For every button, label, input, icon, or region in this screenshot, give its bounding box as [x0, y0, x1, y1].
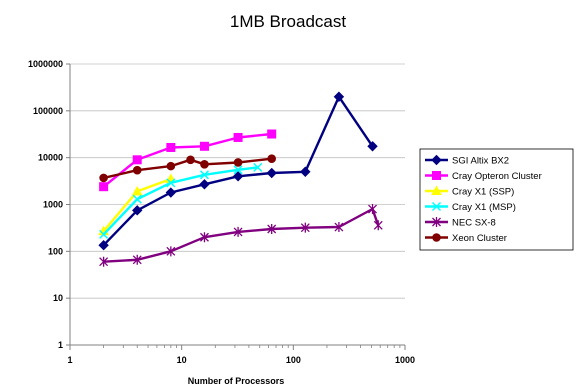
data-point	[132, 165, 142, 175]
series-4	[99, 204, 383, 267]
data-point	[267, 129, 277, 139]
x-axis-title: Number of Processors	[188, 376, 285, 386]
data-point	[199, 179, 210, 190]
legend-marker	[431, 154, 442, 166]
axes: 1 10 100 1000 10000 100000 1000000 1 10 100 1000	[28, 59, 415, 365]
data-point	[367, 141, 378, 152]
data-point	[233, 226, 243, 237]
data-point	[253, 162, 263, 172]
legend-marker	[431, 201, 442, 212]
data-point	[233, 165, 243, 175]
legend-label: Cray Opteron Cluster	[452, 171, 542, 182]
data-point	[267, 223, 277, 234]
y-tick-label: 1	[58, 340, 63, 350]
data-point	[98, 240, 109, 251]
data-point	[233, 132, 243, 142]
x-tick-label: 1000	[395, 355, 415, 365]
plot-area	[98, 91, 383, 267]
y-tick-label: 10	[53, 293, 63, 303]
legend-item: NEC SX-8	[425, 217, 496, 229]
data-point	[368, 204, 377, 215]
data-point	[132, 194, 142, 204]
legend-marker	[431, 185, 442, 195]
data-point	[232, 171, 244, 182]
y-tick-label: 1000000	[28, 59, 63, 69]
legend-item: Cray X1 (SSP)	[425, 185, 514, 198]
data-point	[199, 170, 209, 180]
series-1	[99, 129, 277, 192]
chart-title: 1MB Broadcast	[230, 12, 346, 31]
data-point	[99, 229, 109, 239]
data-point	[132, 205, 143, 216]
x-tick-label: 100	[286, 355, 301, 365]
y-tick-label: 1000	[43, 200, 63, 210]
legend-label: Xeon Cluster	[452, 233, 507, 244]
x-tick-label: 10	[177, 355, 187, 365]
data-point	[200, 232, 209, 243]
data-point	[131, 185, 143, 196]
legend-item: Cray X1 (MSP)	[425, 201, 516, 213]
data-point	[199, 141, 209, 151]
legend-label: Cray X1 (SSP)	[452, 187, 514, 198]
legend-item: SGI Altix BX2	[425, 154, 509, 167]
series-line	[102, 132, 272, 188]
legend-marker	[432, 217, 441, 227]
legend-label: Cray X1 (MSP)	[452, 202, 516, 213]
legend-item: Xeon Cluster	[425, 233, 507, 244]
data-point	[99, 182, 109, 192]
data-point	[132, 254, 142, 265]
legend-label: NEC SX-8	[452, 218, 496, 229]
data-point	[300, 222, 310, 233]
series-5	[99, 154, 276, 183]
series-3	[99, 162, 263, 239]
legend: SGI Altix BX2 Cray Opteron Cluster Cray X1…	[419, 148, 574, 251]
data-point	[200, 160, 209, 169]
series-0	[98, 91, 378, 251]
data-point	[334, 222, 344, 233]
data-point	[166, 161, 176, 171]
legend-label: SGI Altix BX2	[452, 156, 509, 167]
series-line	[102, 166, 258, 236]
legend-box	[419, 148, 574, 251]
gridlines	[70, 63, 405, 299]
data-point	[132, 155, 142, 165]
data-point	[300, 166, 311, 177]
y-tick-label: 100	[48, 246, 63, 256]
legend-marker	[432, 233, 441, 242]
data-point	[99, 173, 108, 183]
data-point	[233, 158, 243, 167]
data-point	[166, 142, 176, 152]
data-point	[267, 154, 276, 164]
legend-marker	[432, 171, 441, 180]
legend-item: Cray Opteron Cluster	[425, 171, 542, 182]
data-point	[333, 91, 345, 102]
series-line	[103, 207, 380, 263]
data-point	[186, 155, 195, 165]
data-point	[373, 220, 383, 231]
data-point	[266, 167, 277, 179]
data-point	[165, 187, 177, 198]
x-tick-label: 1	[67, 355, 72, 365]
y-tick-label: 100000	[33, 106, 63, 116]
data-point	[166, 246, 176, 257]
data-point	[166, 178, 176, 188]
y-tick-label: 10000	[38, 153, 63, 163]
data-point	[99, 256, 109, 267]
